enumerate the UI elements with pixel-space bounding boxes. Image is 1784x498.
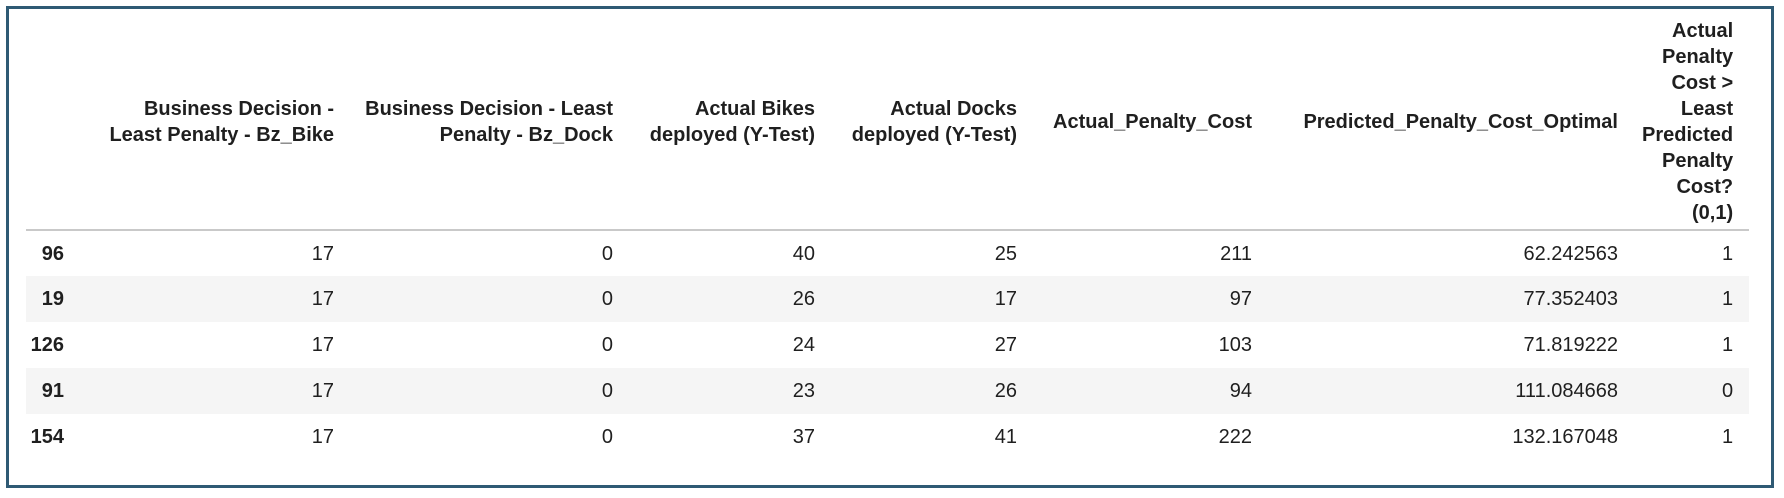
cell-actual-penalty-cost: 97	[1229, 288, 1252, 310]
dataframe-output-frame: Business Decision - Least Penalty - Bz_B…	[6, 6, 1774, 488]
table-body: 96 17 0 40 25 211 62.242563 1 19 17 0 26…	[26, 230, 1750, 460]
column-header-actual-penalty-cost: Actual_Penalty_Cost	[1033, 15, 1268, 231]
cell-actual-docks: 41	[994, 426, 1017, 448]
cell-penalty-comparison: 1	[1722, 288, 1734, 310]
cell-bz-dock: 0	[601, 426, 613, 448]
cell-actual-penalty-cost: 103	[1218, 334, 1252, 356]
table-row: 91 17 0 23 26 94 111.084668 0	[26, 368, 1750, 414]
column-header-label: Actual_Penalty_Cost	[1053, 111, 1252, 133]
column-header-label: Actual Penalty Cost > Least Predicted Pe…	[1642, 20, 1734, 224]
cell-predicted-penalty-cost: 62.242563	[1523, 242, 1618, 265]
header-row: Business Decision - Least Penalty - Bz_B…	[26, 15, 1750, 231]
column-header-actual-docks: Actual Docks deployed (Y-Test)	[831, 15, 1033, 231]
cell-predicted-penalty-cost: 132.167048	[1512, 426, 1618, 448]
cell-actual-bikes: 23	[792, 380, 815, 402]
column-header-predicted-penalty-cost: Predicted_Penalty_Cost_Optimal	[1268, 15, 1634, 231]
table-row: 19 17 0 26 17 97 77.352403 1	[26, 276, 1750, 322]
cell-penalty-comparison: 1	[1722, 426, 1734, 448]
cell-bz-dock: 0	[601, 288, 613, 310]
cell-bz-dock: 0	[601, 380, 613, 402]
cell-actual-penalty-cost: 94	[1229, 380, 1252, 402]
cell-actual-docks: 26	[994, 380, 1017, 402]
column-header-label: Business Decision - Least Penalty - Bz_D…	[365, 98, 613, 146]
row-index: 96	[41, 242, 64, 265]
cell-predicted-penalty-cost: 71.819222	[1523, 334, 1618, 356]
table-row: 126 17 0 24 27 103 71.819222 1	[26, 322, 1749, 368]
cell-predicted-penalty-cost: 77.352403	[1523, 288, 1618, 310]
column-header-label: Business Decision - Least Penalty - Bz_B…	[109, 98, 334, 146]
cell-bz-bike: 17	[311, 334, 334, 356]
column-header-label: Actual Bikes deployed (Y-Test)	[649, 98, 815, 146]
cell-predicted-penalty-cost: 111.084668	[1515, 380, 1618, 402]
row-index: 19	[41, 288, 64, 310]
cell-actual-penalty-cost: 222	[1218, 426, 1252, 448]
index-column-header	[26, 15, 80, 231]
row-index: 91	[41, 380, 64, 402]
column-header-label: Actual Docks deployed (Y-Test)	[851, 98, 1017, 146]
table-row: 154 17 0 37 41 222 132.167048 1	[26, 414, 1749, 460]
row-index: 126	[30, 334, 64, 356]
column-header-bz-bike: Business Decision - Least Penalty - Bz_B…	[80, 15, 350, 231]
cell-penalty-comparison: 1	[1722, 242, 1734, 265]
cell-actual-bikes: 40	[792, 242, 815, 265]
cell-penalty-comparison: 0	[1722, 380, 1734, 402]
cell-actual-bikes: 26	[792, 288, 815, 310]
cell-actual-docks: 25	[994, 242, 1017, 265]
cell-penalty-comparison: 1	[1722, 334, 1734, 356]
row-index: 154	[30, 426, 64, 448]
cell-actual-penalty-cost: 211	[1220, 242, 1252, 265]
column-header-penalty-comparison: Actual Penalty Cost > Least Predicted Pe…	[1634, 15, 1750, 231]
dataframe-table: Business Decision - Least Penalty - Bz_B…	[26, 15, 1750, 460]
column-header-bz-dock: Business Decision - Least Penalty - Bz_D…	[350, 15, 629, 231]
table-row: 96 17 0 40 25 211 62.242563 1	[26, 230, 1749, 276]
cell-bz-dock: 0	[601, 334, 613, 356]
cell-bz-bike: 17	[311, 380, 334, 402]
column-header-actual-bikes: Actual Bikes deployed (Y-Test)	[629, 15, 831, 231]
cell-bz-dock: 0	[601, 242, 613, 265]
table-header: Business Decision - Least Penalty - Bz_B…	[26, 15, 1750, 231]
cell-bz-bike: 17	[311, 426, 334, 448]
cell-bz-bike: 17	[311, 242, 334, 265]
cell-actual-docks: 17	[994, 288, 1017, 310]
cell-actual-docks: 27	[994, 334, 1017, 356]
cell-actual-bikes: 24	[792, 334, 815, 356]
column-header-label: Predicted_Penalty_Cost_Optimal	[1303, 111, 1618, 133]
cell-bz-bike: 17	[311, 288, 334, 310]
cell-actual-bikes: 37	[792, 426, 815, 448]
